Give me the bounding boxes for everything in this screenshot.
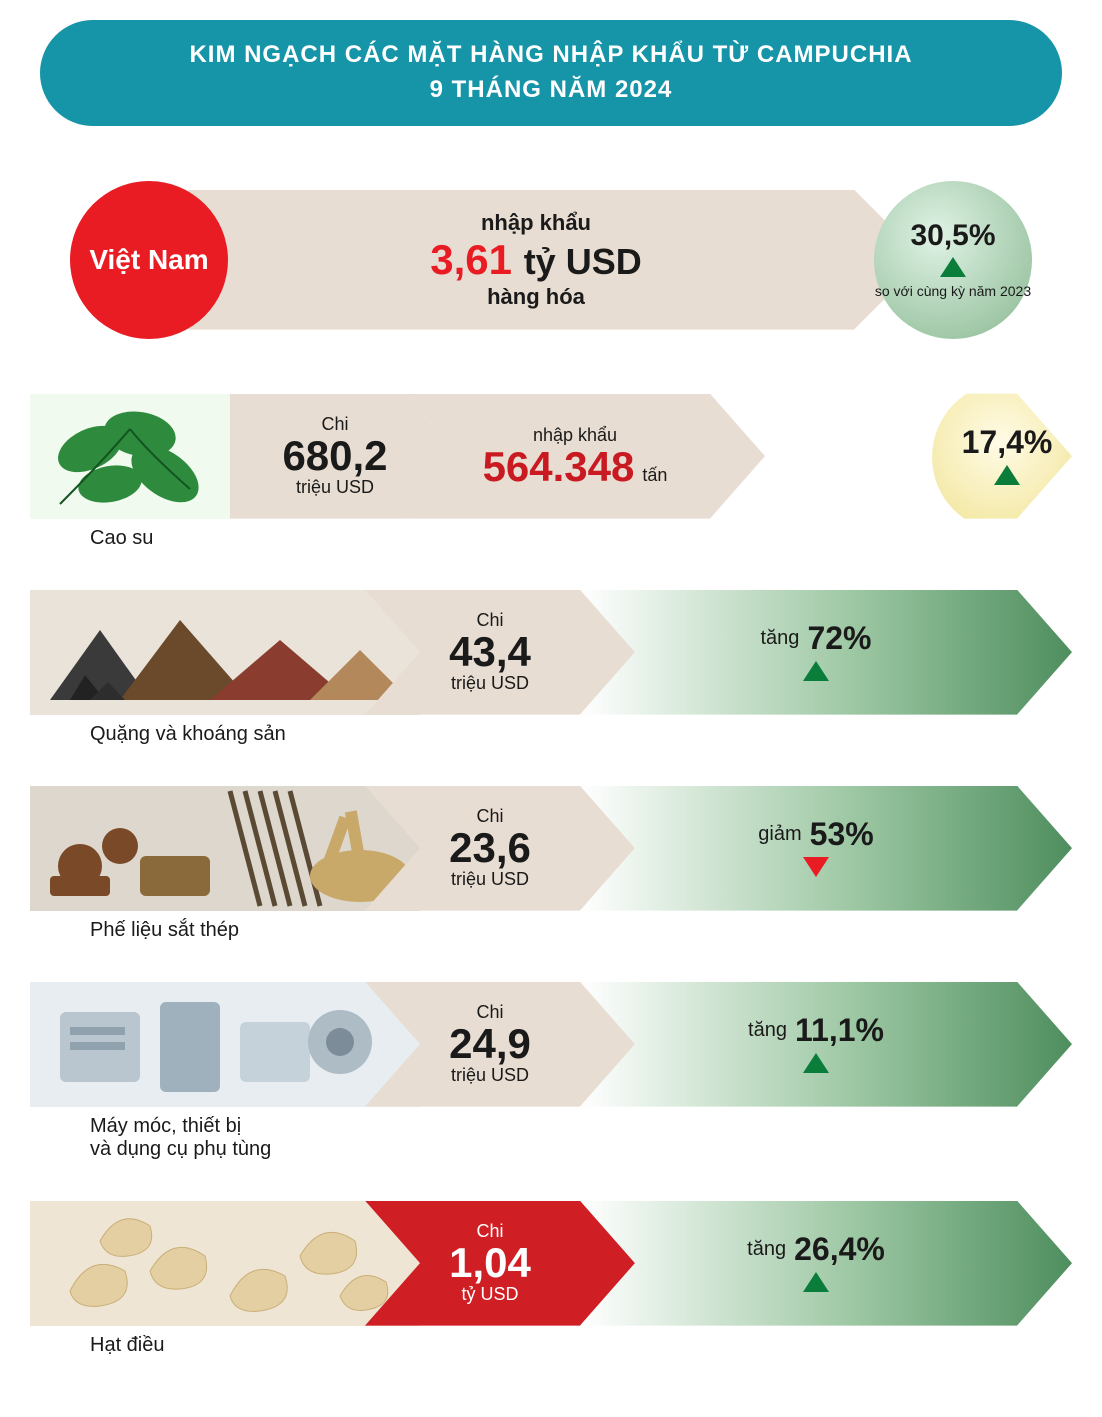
triangle-up-icon bbox=[994, 465, 1020, 485]
may-moc-change-word: tăng bbox=[748, 1019, 787, 1042]
summary-import-unit: tỷ USD bbox=[524, 241, 642, 282]
item-image-ore bbox=[30, 590, 420, 715]
summary-pct-sub: so với cùng kỳ năm 2023 bbox=[875, 283, 1031, 300]
summary-import-number: 3,61 bbox=[430, 236, 512, 283]
summary-arrow: nhập khẩu 3,61 tỷ USD hàng hóa bbox=[188, 190, 924, 330]
cao-su-spend-unit: triệu USD bbox=[296, 477, 374, 498]
may-moc-spend-value: 24,9 bbox=[449, 1023, 531, 1065]
hat-dieu-spend-unit: tỷ USD bbox=[461, 1284, 518, 1305]
item-image-cashew bbox=[30, 1201, 420, 1326]
quang-change-word: tăng bbox=[761, 627, 800, 650]
item-image-leaves bbox=[30, 394, 230, 519]
triangle-down-icon bbox=[803, 857, 829, 877]
cashew-icon bbox=[30, 1201, 420, 1326]
may-moc-spend-unit: triệu USD bbox=[451, 1065, 529, 1086]
header-pill: KIM NGẠCH CÁC MẶT HÀNG NHẬP KHẨU TỪ CAMP… bbox=[40, 20, 1062, 126]
summary-import-value: 3,61 tỷ USD bbox=[430, 236, 641, 284]
scrap-icon bbox=[30, 786, 420, 911]
hat-dieu-spend-value: 1,04 bbox=[449, 1242, 531, 1284]
cao-su-caption: Cao su bbox=[30, 527, 1072, 550]
summary-pct-circle: 30,5% so với cùng kỳ năm 2023 bbox=[874, 181, 1032, 339]
ore-icon bbox=[30, 590, 420, 715]
triangle-up-icon bbox=[940, 257, 966, 277]
triangle-up-icon bbox=[803, 661, 829, 681]
item-row-quang: Chi 43,4 triệu USD tăng 72% Quặng và kho… bbox=[30, 590, 1072, 746]
hat-dieu-change-value: 26,4% bbox=[794, 1231, 885, 1268]
hat-dieu-change-seg: tăng 26,4% bbox=[580, 1201, 1072, 1326]
may-moc-change-value: 11,1% bbox=[795, 1012, 884, 1049]
item-row-may-moc: Chi 24,9 triệu USD tăng 11,1% Máy móc, t… bbox=[30, 982, 1072, 1161]
item-row-phe-lieu: Chi 23,6 triệu USD giảm 53% Phế liệu sắt… bbox=[30, 786, 1072, 942]
hat-dieu-caption: Hạt điều bbox=[30, 1334, 1072, 1357]
quang-change-value: 72% bbox=[807, 620, 871, 657]
item-image-scrap bbox=[30, 786, 420, 911]
machinery-icon bbox=[30, 982, 420, 1107]
may-moc-change-seg: tăng 11,1% bbox=[580, 982, 1072, 1107]
cao-su-import-value: 564.348 bbox=[483, 446, 635, 488]
summary-import-top: nhập khẩu bbox=[481, 210, 591, 236]
cao-su-change-circle: 17,4% bbox=[932, 382, 1082, 532]
summary-import-bottom: hàng hóa bbox=[487, 284, 585, 310]
cao-su-change-value: 17,4% bbox=[962, 424, 1053, 461]
summary-row: Việt Nam nhập khẩu 3,61 tỷ USD hàng hóa … bbox=[30, 181, 1072, 339]
vietnam-circle: Việt Nam bbox=[70, 181, 228, 339]
cao-su-spend-value: 680,2 bbox=[282, 435, 387, 477]
triangle-up-icon bbox=[803, 1272, 829, 1292]
quang-spend-value: 43,4 bbox=[449, 631, 531, 673]
phe-lieu-spend-value: 23,6 bbox=[449, 827, 531, 869]
header-line2: 9 THÁNG NĂM 2024 bbox=[80, 73, 1022, 108]
may-moc-caption: Máy móc, thiết bị và dụng cụ phụ tùng bbox=[30, 1115, 1072, 1161]
quang-caption: Quặng và khoáng sản bbox=[30, 723, 1072, 746]
quang-change-seg: tăng 72% bbox=[580, 590, 1072, 715]
phe-lieu-change-seg: giảm 53% bbox=[580, 786, 1072, 911]
item-row-hat-dieu: Chi 1,04 tỷ USD tăng 26,4% Hạt điều bbox=[30, 1201, 1072, 1357]
phe-lieu-change-value: 53% bbox=[810, 816, 874, 853]
item-row-cao-su: Chi 680,2 triệu USD nhập khẩu 564.348 tấ… bbox=[30, 394, 1072, 550]
phe-lieu-caption: Phế liệu sắt thép bbox=[30, 919, 1072, 942]
item-image-machinery bbox=[30, 982, 420, 1107]
vietnam-label: Việt Nam bbox=[89, 244, 208, 276]
cao-su-import-unit: tấn bbox=[642, 465, 667, 486]
triangle-up-icon bbox=[803, 1053, 829, 1073]
header-line1: KIM NGẠCH CÁC MẶT HÀNG NHẬP KHẨU TỪ CAMP… bbox=[80, 38, 1022, 73]
quang-spend-unit: triệu USD bbox=[451, 673, 529, 694]
leaves-icon bbox=[30, 394, 230, 519]
hat-dieu-change-word: tăng bbox=[747, 1238, 786, 1261]
phe-lieu-spend-unit: triệu USD bbox=[451, 869, 529, 890]
phe-lieu-change-word: giảm bbox=[758, 823, 801, 846]
summary-pct-value: 30,5% bbox=[910, 219, 995, 253]
